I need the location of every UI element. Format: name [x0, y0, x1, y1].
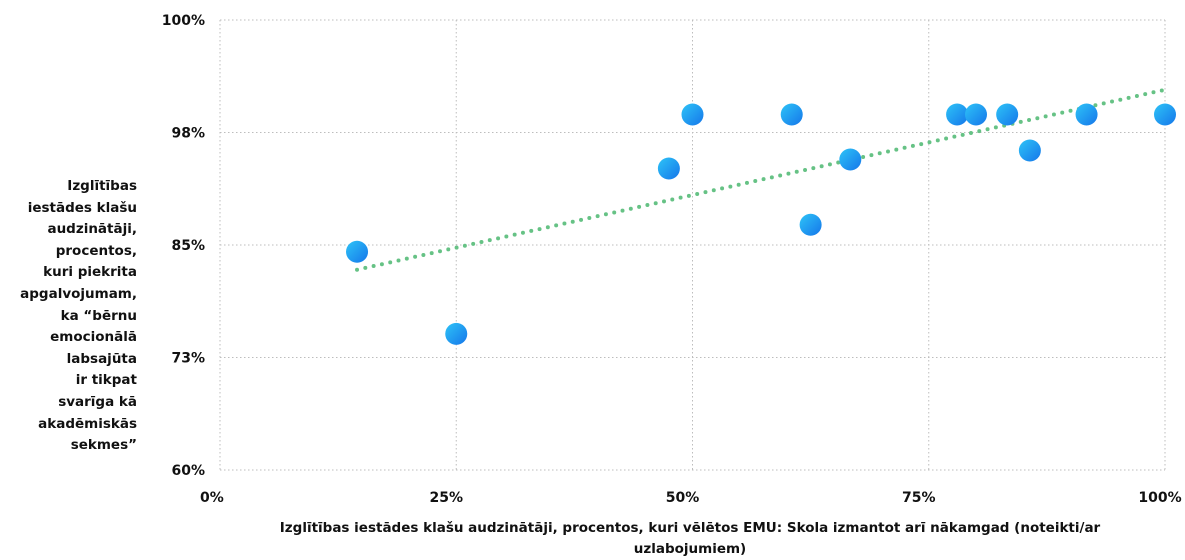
y-tick-label: 85%: [171, 238, 205, 254]
y-tick-label: 98%: [171, 126, 205, 142]
y-tick-label: 60%: [171, 463, 205, 479]
data-point: [445, 322, 468, 345]
x-tick-label: 25%: [429, 490, 463, 506]
x-tick-label: 100%: [1138, 490, 1181, 506]
x-tick-label: 0%: [200, 490, 224, 506]
data-point: [839, 148, 862, 171]
data-point: [780, 103, 803, 126]
y-axis-label: Izglītības iestādes klašu audzinātāji, p…: [20, 178, 137, 454]
x-tick-label: 50%: [666, 490, 700, 506]
data-point: [1018, 139, 1041, 162]
grid-lines: [219, 19, 1166, 471]
x-axis-label: Izglītības iestādes klašu audzinātāji, p…: [279, 520, 1101, 557]
tick-labels: 60% 73% 85% 98% 100% 0% 25% 50% 75% 100%: [162, 13, 1182, 506]
data-point: [657, 157, 680, 180]
trendline: [355, 87, 1167, 272]
y-tick-label: 100%: [162, 13, 205, 29]
data-point: [996, 103, 1019, 126]
data-point: [946, 103, 969, 126]
data-point: [1154, 103, 1176, 126]
y-tick-label: 73%: [171, 351, 205, 367]
x-tick-label: 75%: [902, 490, 936, 506]
data-point: [1075, 103, 1098, 126]
data-point: [799, 213, 822, 236]
data-point: [681, 103, 704, 126]
data-point: [346, 240, 369, 263]
data-points: [346, 103, 1176, 345]
trendline-group: [355, 87, 1167, 272]
data-point: [965, 103, 987, 126]
